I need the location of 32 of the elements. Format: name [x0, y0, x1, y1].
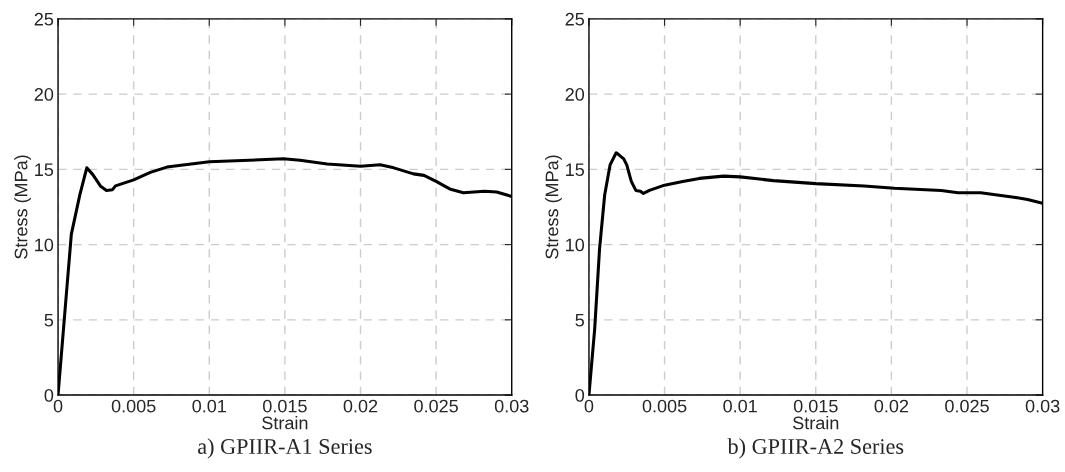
x-tick-label: 0.025	[945, 399, 989, 413]
y-tick-label: 25	[565, 12, 585, 26]
y-axis-title: Stress (MPa)	[14, 155, 32, 259]
y-tick-label: 20	[34, 88, 54, 101]
y-tick-label: 5	[44, 313, 54, 327]
y-tick-label: 5	[575, 313, 585, 327]
y-tick-label: 10	[566, 238, 585, 252]
text: a) GPIIR-A1 Series	[198, 438, 372, 459]
y-tick-label: 10	[35, 238, 54, 252]
x-tick-label: 0	[584, 399, 594, 413]
x-tick-label: 0.025	[414, 399, 458, 413]
y-tick-label: 25	[34, 12, 54, 26]
y-tick-label: 15	[35, 163, 54, 177]
x-tick-label: 0.01	[192, 399, 226, 413]
y-tick-label: 0	[44, 389, 54, 402]
x-axis-title: Strain	[262, 416, 308, 430]
x-tick-label: 0.005	[642, 399, 687, 413]
x-axis-title: Strain	[793, 416, 839, 430]
text: b) GPIIR-A2 Series	[727, 438, 904, 459]
x-tick-label: 0	[53, 399, 63, 413]
x-tick-label: 0.015	[793, 399, 838, 413]
y-tick-label: 20	[565, 88, 585, 101]
y-tick-label: 15	[566, 163, 585, 177]
x-tick-label: 0.005	[111, 399, 156, 413]
x-tick-label: 0.015	[263, 399, 307, 413]
y-tick-label: 0	[575, 389, 585, 402]
x-tick-label: 0.02	[343, 399, 378, 413]
x-tick-label: 0.01	[723, 399, 757, 413]
y-axis-title: Stress (MPa)	[545, 155, 562, 259]
x-tick-label: 0.03	[1025, 399, 1060, 413]
x-tick-label: 0.02	[874, 399, 909, 413]
x-tick-label: 0.03	[494, 399, 529, 413]
